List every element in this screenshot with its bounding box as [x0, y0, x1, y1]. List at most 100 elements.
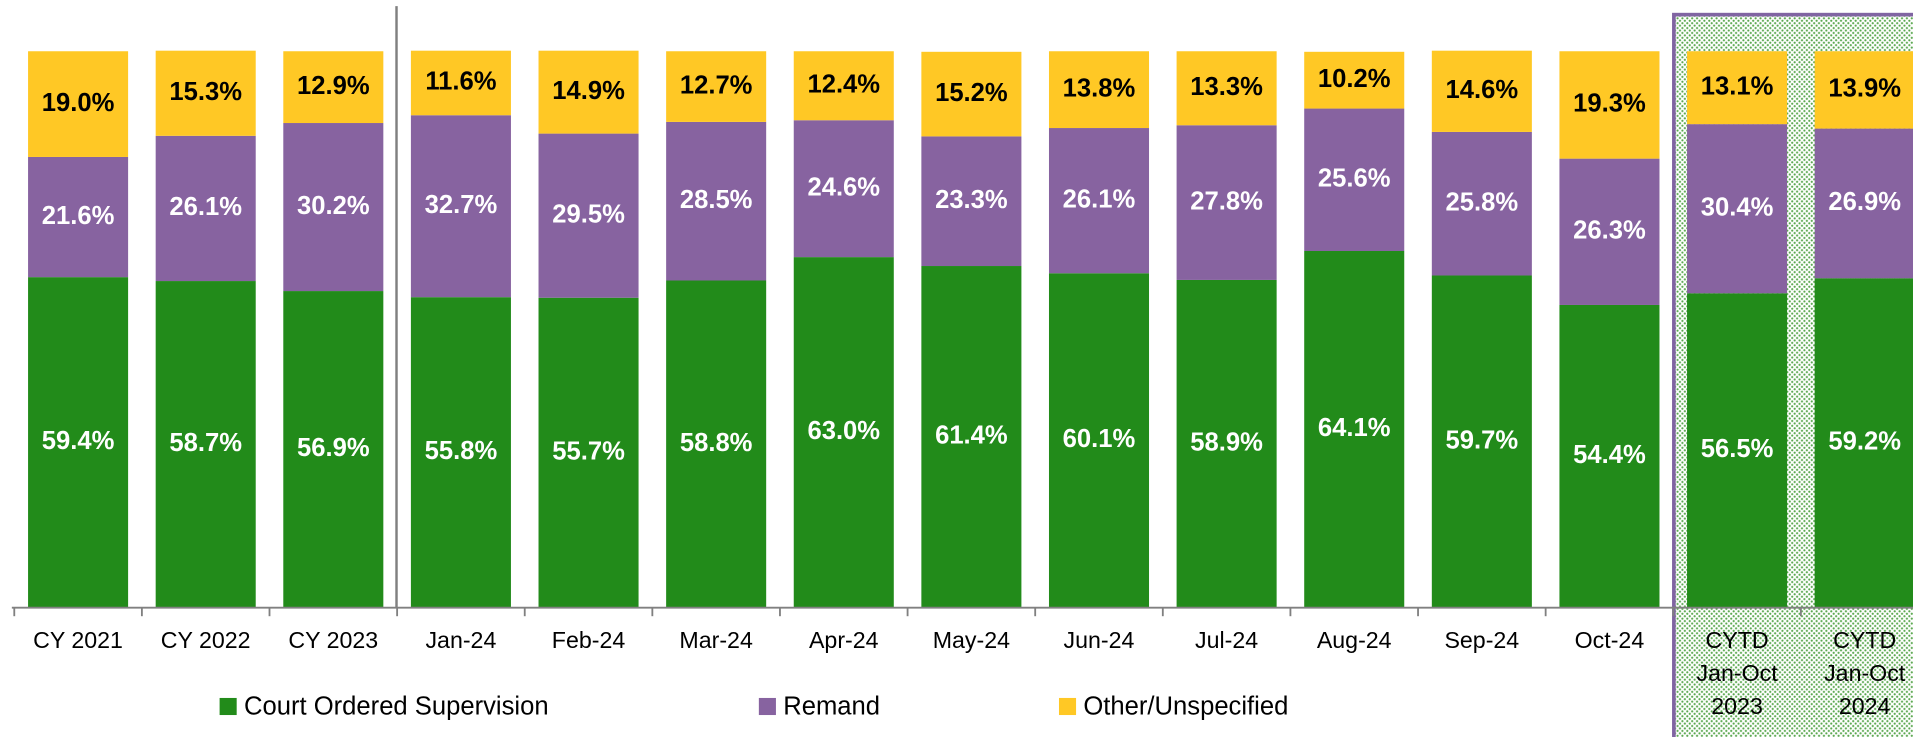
- data-label: 59.7%: [1446, 426, 1519, 454]
- bar-segment: [1176, 125, 1277, 280]
- data-label: 55.8%: [425, 437, 498, 465]
- data-label: 59.4%: [42, 427, 115, 455]
- data-label: 14.9%: [552, 77, 625, 105]
- legend-swatch: [1058, 697, 1077, 716]
- bar-segment: [1048, 51, 1150, 129]
- x-tick-label: Oct-24: [1574, 628, 1645, 655]
- data-label: 26.1%: [1063, 185, 1136, 213]
- data-label: 24.6%: [807, 173, 880, 201]
- bar-segment: [1814, 278, 1913, 608]
- legend-label: Court Ordered Supervision: [244, 692, 549, 720]
- x-tick-label: CY 2023: [288, 628, 379, 655]
- bar-segment: [1304, 108, 1405, 251]
- x-tick-label: CYTD Jan-Oct 2024: [1824, 628, 1906, 720]
- data-label: 56.9%: [297, 434, 370, 462]
- x-tick-label: Feb-24: [551, 628, 626, 655]
- legend-label: Remand: [783, 692, 880, 720]
- data-label: 30.4%: [1701, 193, 1774, 221]
- data-label: 25.8%: [1446, 188, 1519, 216]
- x-tick-label: CYTD Jan-Oct 2023: [1696, 628, 1778, 720]
- bar-segment: [1048, 128, 1150, 274]
- x-label-box: CYTD Jan-Oct 2023: [1696, 628, 1778, 720]
- x-tick-label: Jul-24: [1195, 628, 1259, 655]
- data-label: 15.3%: [169, 78, 242, 106]
- x-tick-label: Jan-24: [425, 628, 497, 655]
- data-label: 54.4%: [1573, 441, 1646, 469]
- data-label: 13.3%: [1190, 73, 1263, 101]
- bar-segment: [538, 133, 639, 298]
- bar-segment: [1176, 51, 1277, 126]
- x-tick-label: Aug-24: [1316, 628, 1392, 655]
- data-label: 14.6%: [1446, 76, 1519, 104]
- bar-segment: [1687, 124, 1788, 294]
- bar-segment: [28, 156, 129, 278]
- x-tick-label: Apr-24: [808, 628, 879, 655]
- data-label: 10.2%: [1318, 65, 1391, 93]
- data-label: 25.6%: [1318, 165, 1391, 193]
- x-label-box: Aug-24: [1316, 628, 1392, 655]
- data-label: 63.0%: [807, 417, 880, 445]
- x-label-box: Mar-24: [679, 628, 753, 655]
- x-tick-label: Mar-24: [679, 628, 753, 655]
- bar-segment: [1431, 50, 1532, 132]
- data-label: 59.2%: [1828, 428, 1901, 456]
- bar-segment: [793, 257, 894, 608]
- bar-segment: [921, 51, 1022, 137]
- bar-segment: [410, 115, 511, 298]
- data-label: 56.5%: [1701, 435, 1774, 463]
- data-label: 28.5%: [680, 186, 753, 214]
- bar-segment: [1048, 273, 1150, 608]
- bar-segment: [1559, 51, 1660, 159]
- data-label: 26.9%: [1828, 188, 1901, 216]
- data-label: 15.2%: [935, 79, 1008, 107]
- x-label-box: Sep-24: [1444, 628, 1520, 655]
- x-label-box: Apr-24: [808, 628, 879, 655]
- x-label-box: Feb-24: [551, 628, 626, 655]
- x-tick-label: CY 2021: [33, 628, 123, 655]
- bar-segment: [155, 50, 256, 136]
- bar-segment: [28, 51, 129, 157]
- data-label: 64.1%: [1318, 414, 1391, 442]
- data-label: 27.8%: [1190, 187, 1263, 215]
- bar-segment: [538, 297, 639, 608]
- bar-segment: [1431, 131, 1532, 276]
- bar-segment: [793, 51, 894, 121]
- data-label: 23.3%: [935, 186, 1008, 214]
- bar-segment: [1559, 304, 1660, 608]
- data-label: 19.0%: [42, 89, 115, 117]
- data-label: 11.6%: [425, 68, 496, 96]
- data-label: 26.3%: [1573, 217, 1646, 245]
- data-label: 55.7%: [552, 437, 625, 465]
- bar-segment: [283, 51, 384, 124]
- bar-segment: [666, 51, 767, 122]
- x-label-box: Jan-24: [425, 628, 497, 655]
- x-tick-label: May-24: [932, 628, 1011, 655]
- bar-segment: [666, 280, 767, 608]
- bar-segment: [793, 120, 894, 258]
- bar-segment: [410, 50, 511, 116]
- x-tick-label: Sep-24: [1444, 628, 1520, 655]
- x-label-box: CYTD Jan-Oct 2024: [1824, 628, 1906, 720]
- bar-segment: [1814, 128, 1913, 279]
- data-label: 32.7%: [425, 191, 498, 219]
- bar-segment: [283, 291, 384, 608]
- data-label: 26.1%: [169, 193, 242, 221]
- data-label: 12.4%: [807, 71, 880, 99]
- data-label: 12.7%: [680, 71, 753, 99]
- data-label: 30.2%: [297, 192, 370, 220]
- data-label: 58.7%: [169, 429, 242, 457]
- legend-swatch: [758, 697, 776, 716]
- x-label-box: Jul-24: [1195, 628, 1259, 655]
- bar-segment: [1431, 275, 1532, 608]
- bar-segment: [155, 135, 256, 282]
- bar-segment: [155, 281, 256, 608]
- data-label: 61.4%: [935, 422, 1008, 450]
- bar-segment: [1176, 279, 1277, 608]
- bar-segment: [1687, 51, 1788, 125]
- data-label: 13.9%: [1828, 75, 1901, 103]
- x-label-box: Oct-24: [1574, 628, 1645, 655]
- bar-segment: [538, 50, 639, 134]
- bar-segment: [1559, 158, 1660, 305]
- data-label: 58.9%: [1190, 429, 1263, 457]
- x-label-box: CY 2022: [161, 628, 251, 654]
